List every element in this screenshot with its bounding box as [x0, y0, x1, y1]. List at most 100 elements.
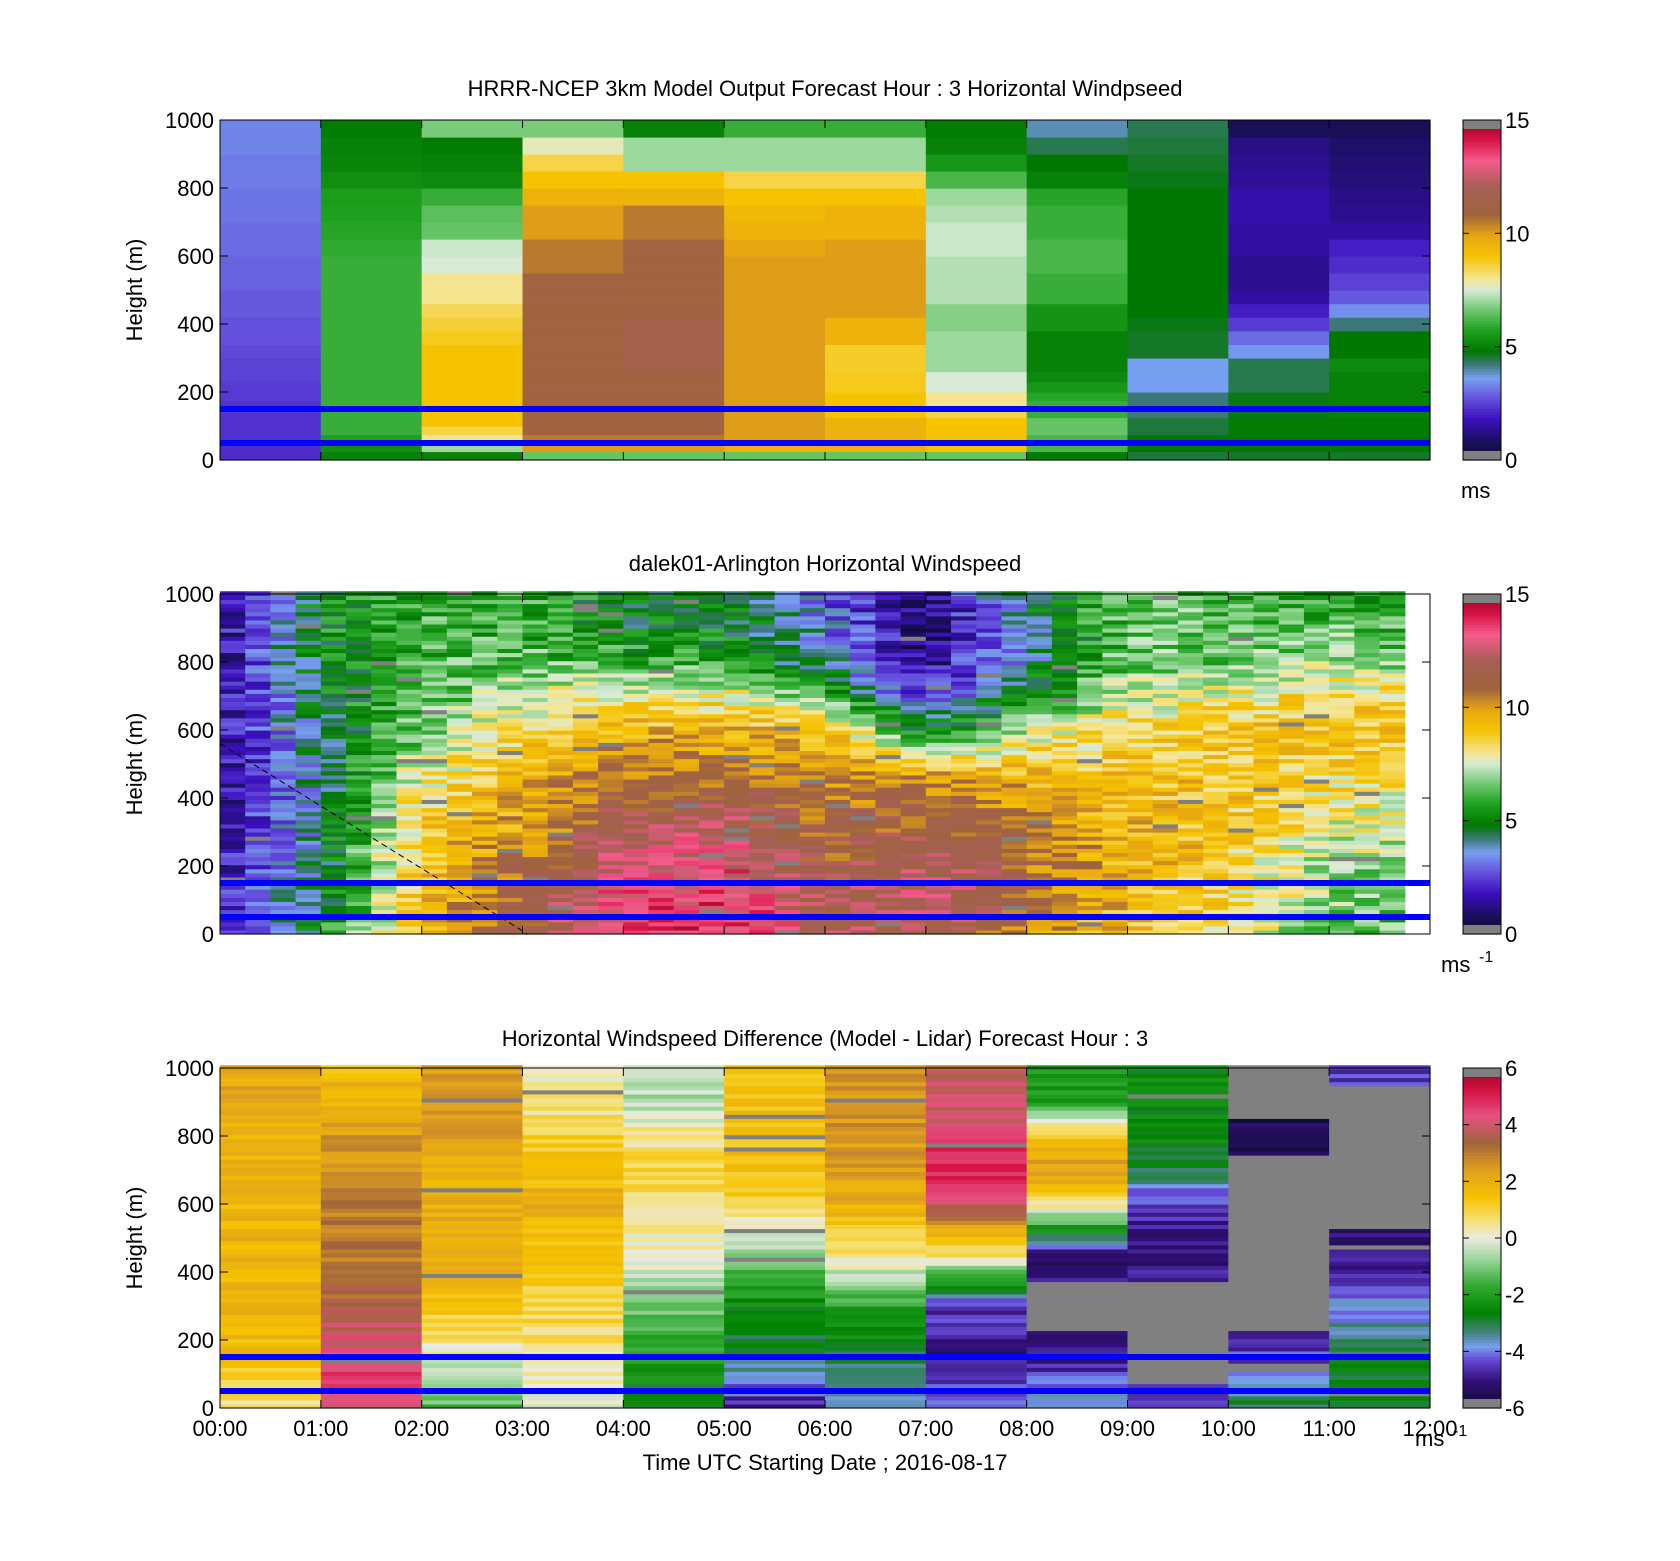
heatmap-cell	[774, 709, 801, 715]
heatmap-cell	[648, 762, 675, 768]
heatmap-cell	[346, 681, 372, 686]
heatmap-cell	[1127, 451, 1229, 461]
heatmap-cell	[1253, 774, 1280, 780]
heatmap-cell	[497, 754, 524, 760]
heatmap-cell	[320, 1310, 423, 1315]
colorbar-segment	[1463, 730, 1501, 734]
heatmap-cell	[421, 738, 448, 743]
heatmap-cell	[446, 717, 473, 723]
heatmap-cell	[446, 925, 473, 931]
heatmap-cell	[1077, 746, 1103, 751]
heatmap-cell	[245, 713, 272, 719]
heatmap-cell	[1303, 697, 1330, 703]
heatmap-cell	[976, 628, 1003, 633]
heatmap-cell	[900, 603, 927, 609]
heatmap-cell	[245, 689, 272, 694]
heatmap-cell	[1127, 701, 1154, 707]
heatmap-cell	[1253, 917, 1280, 923]
heatmap-cell	[1379, 844, 1406, 849]
heatmap-cell	[850, 648, 877, 654]
heatmap-cell	[951, 656, 977, 662]
heatmap-cell	[396, 799, 423, 805]
heatmap-cell	[346, 905, 372, 911]
heatmap-cell	[1379, 864, 1406, 870]
heatmap-cell	[1379, 607, 1406, 613]
heatmap-cell	[421, 607, 448, 613]
heatmap-cell	[1228, 827, 1255, 833]
heatmap-cell	[472, 840, 498, 845]
heatmap-cell	[698, 640, 725, 645]
heatmap-cell	[320, 746, 347, 751]
heatmap-cell	[1026, 889, 1053, 894]
heatmap-cell	[295, 758, 322, 764]
heatmap-cell	[421, 1130, 524, 1136]
colorbar-segment	[1463, 710, 1501, 714]
heatmap-cell	[698, 815, 725, 821]
heatmap-cell	[220, 1122, 322, 1128]
heatmap-cell	[875, 681, 902, 686]
heatmap-cell	[1354, 856, 1381, 862]
heatmap-cell	[421, 876, 448, 882]
heatmap-cell	[1026, 290, 1129, 305]
heatmap-cell	[1228, 611, 1255, 617]
heatmap-cell	[472, 885, 498, 890]
heatmap-cell	[850, 836, 877, 841]
heatmap-cell	[547, 819, 574, 825]
heatmap-cell	[724, 852, 750, 858]
heatmap-cell	[623, 1363, 725, 1368]
heatmap-cell	[1077, 672, 1103, 678]
heatmap-cell	[1253, 717, 1280, 723]
heatmap-cell	[295, 656, 322, 662]
heatmap-cell	[1127, 607, 1154, 613]
heatmap-cell	[320, 256, 423, 274]
heatmap-cell	[673, 697, 700, 703]
heatmap-cell	[346, 791, 372, 796]
heatmap-cell	[1102, 730, 1129, 735]
heatmap-cell	[220, 795, 246, 800]
heatmap-cell	[1379, 636, 1406, 641]
heatmap-cell	[1278, 762, 1305, 768]
heatmap-cell	[320, 697, 347, 703]
colorbar-segment	[1463, 142, 1501, 147]
heatmap-cell	[623, 648, 650, 654]
heatmap-cell	[799, 832, 826, 837]
heatmap-cell	[220, 1093, 322, 1099]
heatmap-cell	[1354, 676, 1381, 682]
heatmap-cell	[925, 819, 952, 825]
heatmap-cell	[648, 885, 675, 890]
heatmap-cell	[220, 730, 246, 735]
heatmap-cell	[396, 774, 423, 780]
heatmap-cell	[245, 815, 272, 821]
heatmap-cell	[1051, 860, 1078, 866]
heatmap-cell	[749, 929, 776, 935]
heatmap-cell	[850, 595, 877, 601]
heatmap-cell	[270, 734, 297, 739]
heatmap-cell	[421, 885, 448, 890]
heatmap-cell	[698, 607, 725, 613]
heatmap-cell	[547, 709, 574, 715]
heatmap-cell	[371, 701, 398, 707]
colorbar-tick-label: 5	[1505, 335, 1517, 360]
heatmap-cell	[522, 672, 549, 678]
heatmap-cell	[825, 905, 851, 911]
heatmap-cell	[1077, 697, 1103, 703]
heatmap-cell	[875, 917, 902, 923]
heatmap-cell	[623, 864, 650, 870]
colorbar-segment	[1463, 758, 1501, 762]
heatmap-cell	[749, 595, 776, 601]
heatmap-cell	[371, 697, 398, 703]
heatmap-cell	[220, 827, 246, 833]
heatmap-cell	[421, 864, 448, 870]
colorbar-segment	[1463, 630, 1501, 635]
heatmap-cell	[925, 603, 952, 609]
heatmap-cell	[295, 856, 322, 862]
heatmap-cell	[421, 1244, 524, 1250]
heatmap-cell	[799, 644, 826, 649]
heatmap-cell	[320, 628, 347, 633]
heatmap-cell	[245, 668, 272, 674]
heatmap-cell	[900, 819, 927, 825]
heatmap-cell	[446, 909, 473, 915]
panel-3: Horizontal Windspeed Difference (Model -…	[122, 1026, 1525, 1451]
heatmap-cell	[673, 811, 700, 817]
heatmap-cell	[1329, 668, 1355, 674]
